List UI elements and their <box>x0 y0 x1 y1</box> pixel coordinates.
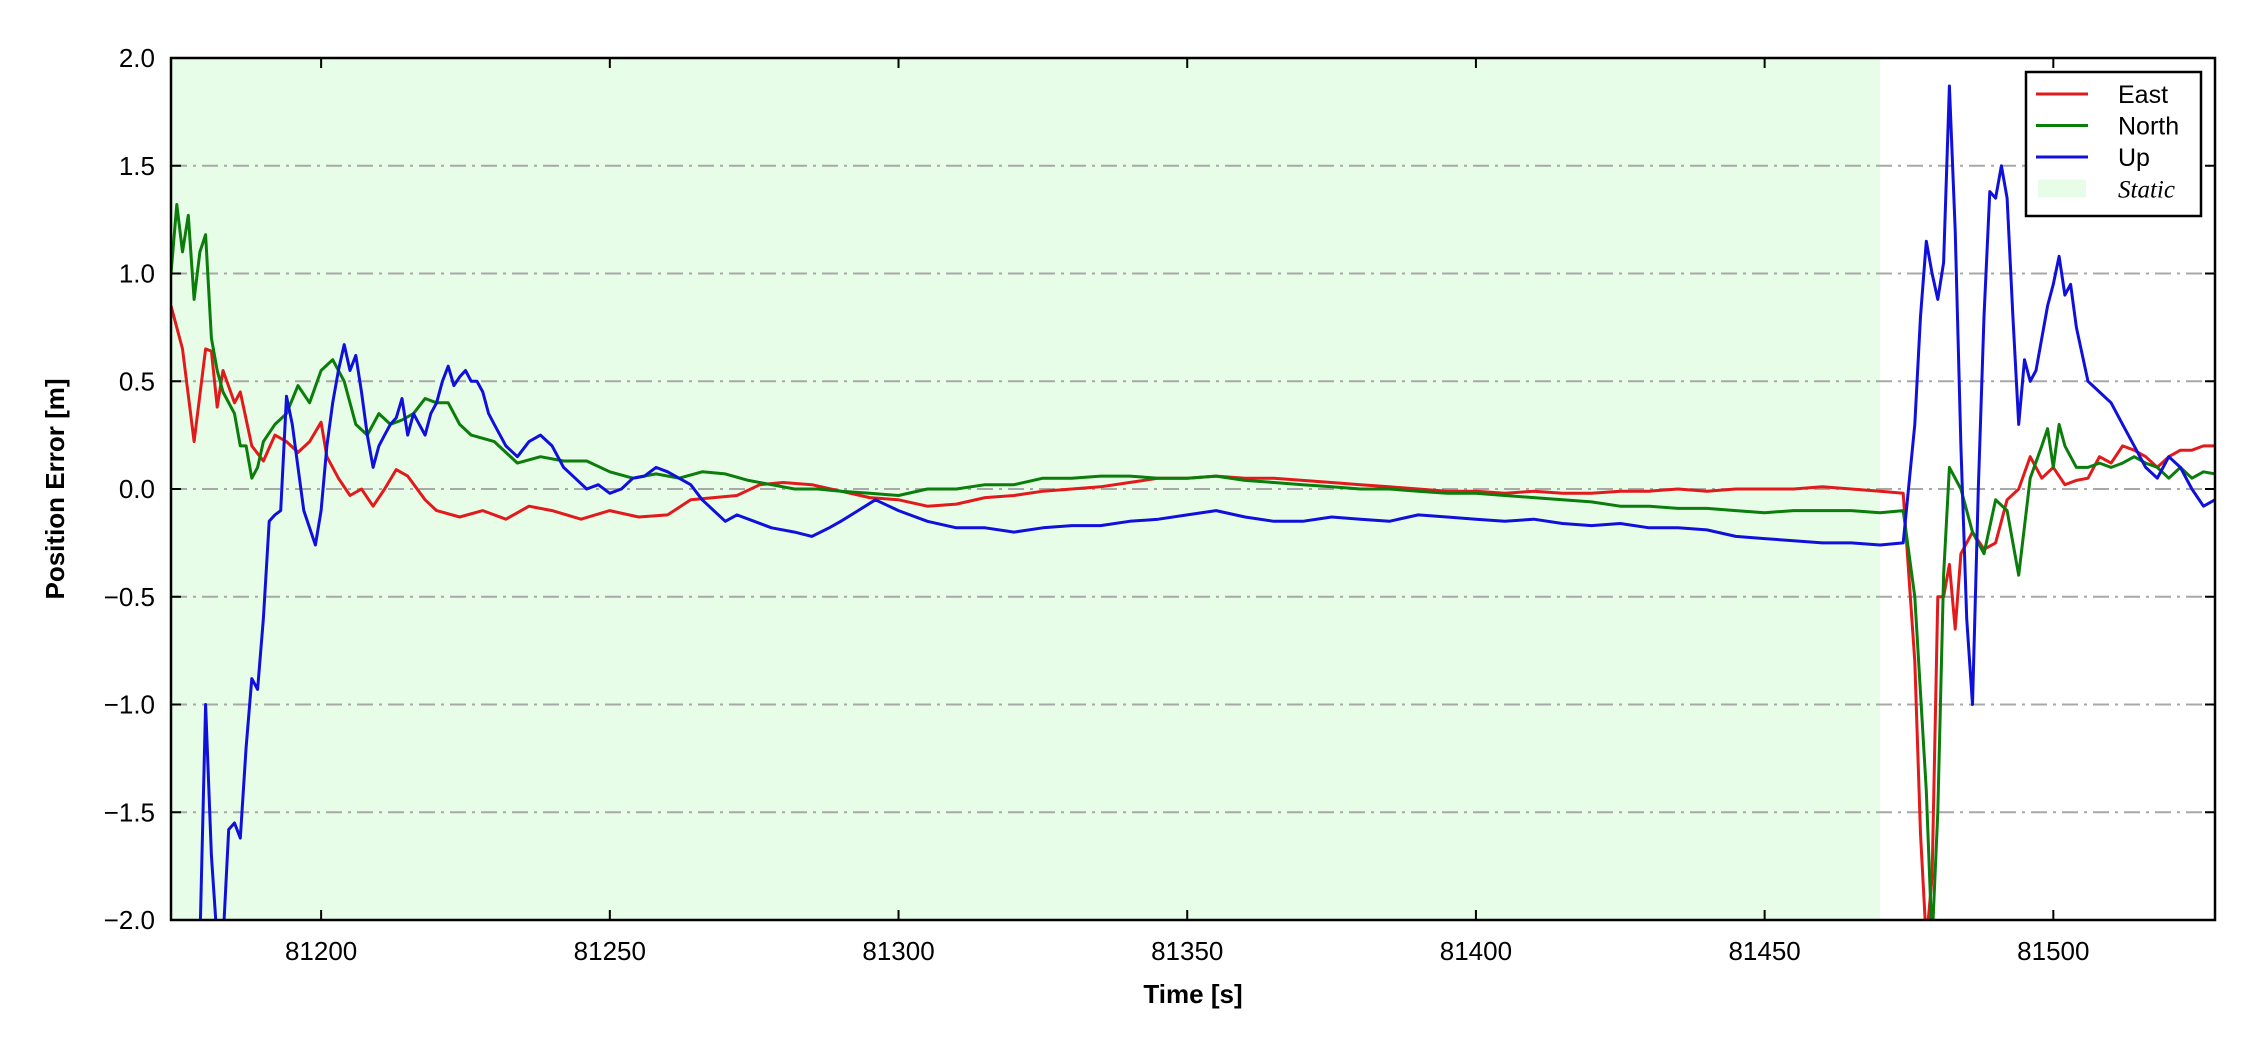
legend-label-east: East <box>2118 81 2168 109</box>
x-tick-label: 81500 <box>2017 936 2089 966</box>
x-tick-label: 81350 <box>1151 936 1223 966</box>
legend-swatch-static <box>2038 179 2086 198</box>
axis-tick-labels: 81200 81250 81300 81350 81400 81450 81500 2.0 1.… <box>104 43 2090 966</box>
y-tick-label: −0.5 <box>104 582 155 612</box>
axis-ticks <box>171 57 2215 921</box>
series-line-up <box>198 84 2215 920</box>
y-tick-label: 0.0 <box>119 474 155 504</box>
x-tick-label: 81450 <box>1728 936 1800 966</box>
y-tick-label: 2.0 <box>119 43 155 73</box>
x-tick-label: 81250 <box>574 936 646 966</box>
legend-label-up: Up <box>2118 144 2150 172</box>
x-tick-label: 81300 <box>862 936 934 966</box>
legend: East North Up Static <box>2024 70 2203 218</box>
y-tick-label: −2.0 <box>104 905 155 935</box>
y-tick-label: 1.5 <box>119 151 155 181</box>
y-tick-label: −1.0 <box>104 690 155 720</box>
legend-label-north: North <box>2118 113 2179 141</box>
legend-label-static: Static <box>2118 177 2175 204</box>
x-axis-label: Time [s] <box>1143 979 1242 1009</box>
y-tick-label: 1.0 <box>119 259 155 289</box>
y-tick-label: 0.5 <box>119 366 155 396</box>
y-axis-label: Position Error [m] <box>40 378 70 599</box>
x-tick-label: 81200 <box>285 936 357 966</box>
x-tick-label: 81400 <box>1440 936 1512 966</box>
y-tick-label: −1.5 <box>104 797 155 827</box>
series-lines <box>171 84 2215 920</box>
series-line-north <box>171 203 2215 920</box>
